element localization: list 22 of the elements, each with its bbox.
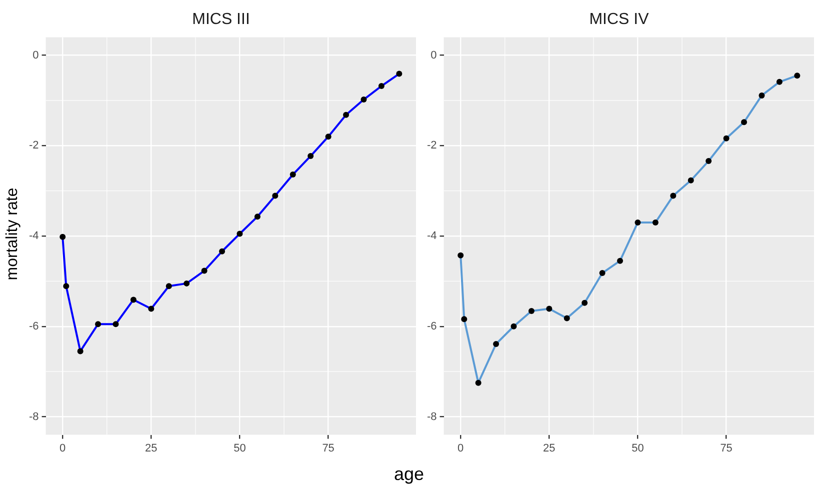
x-tick-label: 50 <box>632 442 644 454</box>
y-tick-label: -4 <box>427 230 437 242</box>
x-tick-label: 75 <box>322 442 334 454</box>
y-tick-label: -6 <box>29 320 39 332</box>
y-tick-label: -8 <box>427 410 437 423</box>
chart-title: MICS IV <box>589 11 650 28</box>
x-tick-label: 0 <box>60 442 66 454</box>
x-tick-label: 50 <box>234 442 246 454</box>
y-tick-label: -8 <box>29 410 39 423</box>
chart-title: MICS III <box>192 11 250 28</box>
x-axis-title: age <box>392 464 426 485</box>
y-tick-label: -4 <box>29 230 39 242</box>
x-tick-label: 25 <box>145 442 158 454</box>
x-tick-label: 25 <box>543 442 556 454</box>
y-tick-label: -2 <box>427 140 437 152</box>
y-tick-label: -2 <box>29 140 39 152</box>
y-tick-label: 0 <box>430 49 437 62</box>
y-tick-label: 0 <box>32 49 39 62</box>
y-axis-title: mortality rate <box>4 186 22 282</box>
y-tick-label: -6 <box>427 320 437 332</box>
x-tick-label: 0 <box>458 442 464 454</box>
x-tick-label: 75 <box>720 442 732 454</box>
